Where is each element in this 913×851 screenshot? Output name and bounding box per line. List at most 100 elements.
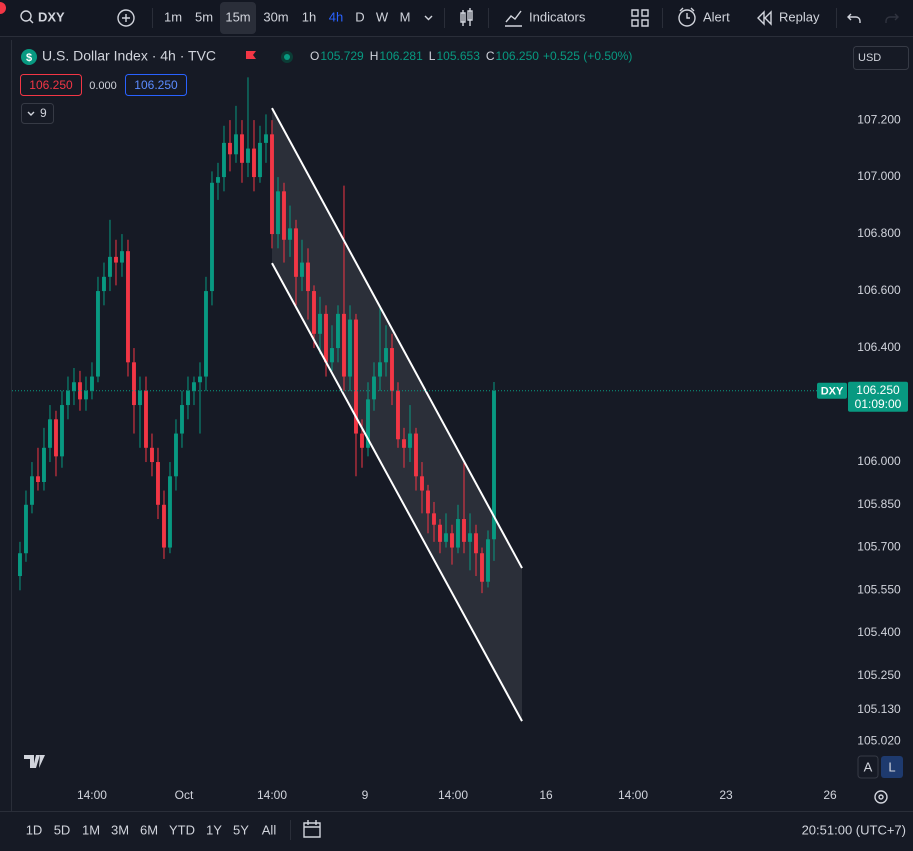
buy-price[interactable]: 106.250 bbox=[134, 78, 178, 92]
candle-body bbox=[78, 382, 82, 400]
candle-body bbox=[198, 376, 202, 383]
interval-button[interactable]: 1m bbox=[164, 9, 182, 24]
alert-icon bbox=[678, 9, 696, 27]
x-tick-label: 14:00 bbox=[77, 788, 107, 802]
interval-dropdown[interactable] bbox=[424, 15, 433, 21]
range-button[interactable]: 1Y bbox=[206, 822, 222, 837]
candle-body bbox=[150, 447, 154, 463]
plot-area: 107.200 107.000 106.800 106.600 106.400 106.0… bbox=[12, 77, 908, 802]
symbol-logo-text: $ bbox=[26, 52, 32, 64]
symbol-badge-text: DXY bbox=[821, 386, 844, 398]
settings-icon[interactable] bbox=[874, 790, 888, 804]
candle-body bbox=[42, 447, 46, 482]
candle-body bbox=[354, 319, 358, 434]
candle-body bbox=[372, 376, 376, 400]
interval-button[interactable]: 5m bbox=[195, 9, 213, 24]
candle-body bbox=[336, 313, 340, 349]
interval-highlight bbox=[220, 2, 256, 34]
settings-icon bbox=[878, 794, 884, 800]
candle-body bbox=[126, 251, 130, 363]
candle-body bbox=[486, 539, 490, 582]
candle-body bbox=[348, 319, 352, 377]
x-tick-label: 26 bbox=[823, 788, 837, 802]
layouts-icon[interactable] bbox=[631, 9, 649, 27]
interval-button[interactable]: 1h bbox=[302, 9, 316, 24]
candle-body bbox=[246, 148, 250, 163]
scale-mode-label[interactable]: A bbox=[864, 759, 873, 774]
sell-price[interactable]: 106.250 bbox=[29, 78, 73, 92]
candle-body bbox=[384, 348, 388, 363]
undo-button[interactable] bbox=[847, 13, 861, 23]
search-icon bbox=[20, 10, 32, 22]
symbol-logo bbox=[21, 49, 37, 65]
series-title: U.S. Dollar Index · 4h · TVC bbox=[42, 48, 216, 64]
currency-box[interactable] bbox=[853, 46, 909, 70]
chevron bbox=[27, 111, 35, 116]
interval-button[interactable]: 15m bbox=[225, 9, 250, 24]
x-tick-label: 14:00 bbox=[438, 788, 468, 802]
range-button[interactable]: 3M bbox=[111, 822, 129, 837]
y-tick-label: 107.000 bbox=[857, 169, 901, 183]
interval-button[interactable]: 30m bbox=[263, 9, 288, 24]
candle-body bbox=[138, 390, 142, 406]
change: +0.525 (+0.50%) bbox=[543, 49, 632, 63]
candle-body bbox=[54, 419, 58, 457]
candle-body bbox=[108, 256, 112, 277]
log-scale-button[interactable] bbox=[881, 756, 903, 778]
top-toolbar bbox=[0, 0, 913, 36]
candle-body bbox=[396, 390, 400, 440]
candle-body bbox=[318, 313, 322, 334]
range-button[interactable]: 6M bbox=[140, 822, 158, 837]
channel-line bbox=[271, 107, 523, 569]
y-tick-label: 106.400 bbox=[857, 340, 901, 354]
candle-body bbox=[144, 390, 148, 448]
interval-button[interactable]: 4h bbox=[329, 9, 343, 24]
range-button[interactable]: YTD bbox=[169, 822, 195, 837]
y-tick-label: 105.250 bbox=[857, 668, 901, 682]
interval-button[interactable]: D bbox=[355, 9, 364, 24]
chart-type-button[interactable] bbox=[460, 8, 473, 26]
candle-body bbox=[276, 191, 280, 235]
candle-body bbox=[270, 134, 274, 235]
scale-mode-label[interactable]: L bbox=[888, 759, 895, 774]
x-tick-label: 16 bbox=[539, 788, 553, 802]
compare-icon bbox=[122, 14, 130, 22]
symbol[interactable]: DXY bbox=[38, 9, 65, 24]
symbol-search[interactable]: DXY bbox=[20, 9, 65, 24]
candle-body bbox=[132, 362, 136, 406]
candle-body bbox=[114, 256, 118, 263]
indicators-icon bbox=[505, 10, 522, 27]
candle-body bbox=[18, 553, 22, 577]
ohlc-key: H bbox=[370, 49, 379, 63]
ohlc-value: 105.653 bbox=[436, 49, 480, 63]
candle-body bbox=[264, 134, 268, 143]
flag-icon[interactable] bbox=[246, 51, 256, 59]
compare-button[interactable] bbox=[117, 9, 135, 27]
market-status bbox=[284, 54, 290, 60]
candle-body bbox=[192, 382, 196, 391]
range-button[interactable]: 5Y bbox=[233, 822, 249, 837]
alert-icon bbox=[679, 7, 695, 19]
ohlc-value: 105.729 bbox=[320, 49, 364, 63]
currency[interactable]: USD bbox=[858, 52, 881, 64]
range-button[interactable]: All bbox=[262, 822, 277, 837]
candle-body bbox=[72, 382, 76, 391]
candle-body bbox=[84, 390, 88, 400]
countdown: 01:09:00 bbox=[855, 397, 902, 411]
indicators-button[interactable]: Indicators bbox=[529, 9, 586, 24]
alert-button[interactable]: Alert bbox=[703, 9, 730, 24]
sell-box[interactable] bbox=[20, 74, 82, 96]
range-button[interactable]: 5D bbox=[54, 822, 71, 837]
interval-button[interactable]: M bbox=[400, 9, 411, 24]
range-button[interactable]: 1M bbox=[82, 822, 100, 837]
buy-box[interactable] bbox=[125, 74, 187, 96]
auto-scale-button[interactable] bbox=[857, 755, 879, 779]
indicators-toggle[interactable] bbox=[21, 103, 54, 124]
redo-button[interactable] bbox=[885, 13, 899, 23]
candle-body bbox=[330, 348, 334, 363]
replay-button[interactable]: Replay bbox=[779, 9, 820, 24]
range-button[interactable]: 1D bbox=[26, 822, 43, 837]
goto-date-icon[interactable] bbox=[303, 820, 321, 838]
interval-button[interactable]: W bbox=[376, 9, 389, 24]
ohlc-key: L bbox=[429, 49, 436, 63]
